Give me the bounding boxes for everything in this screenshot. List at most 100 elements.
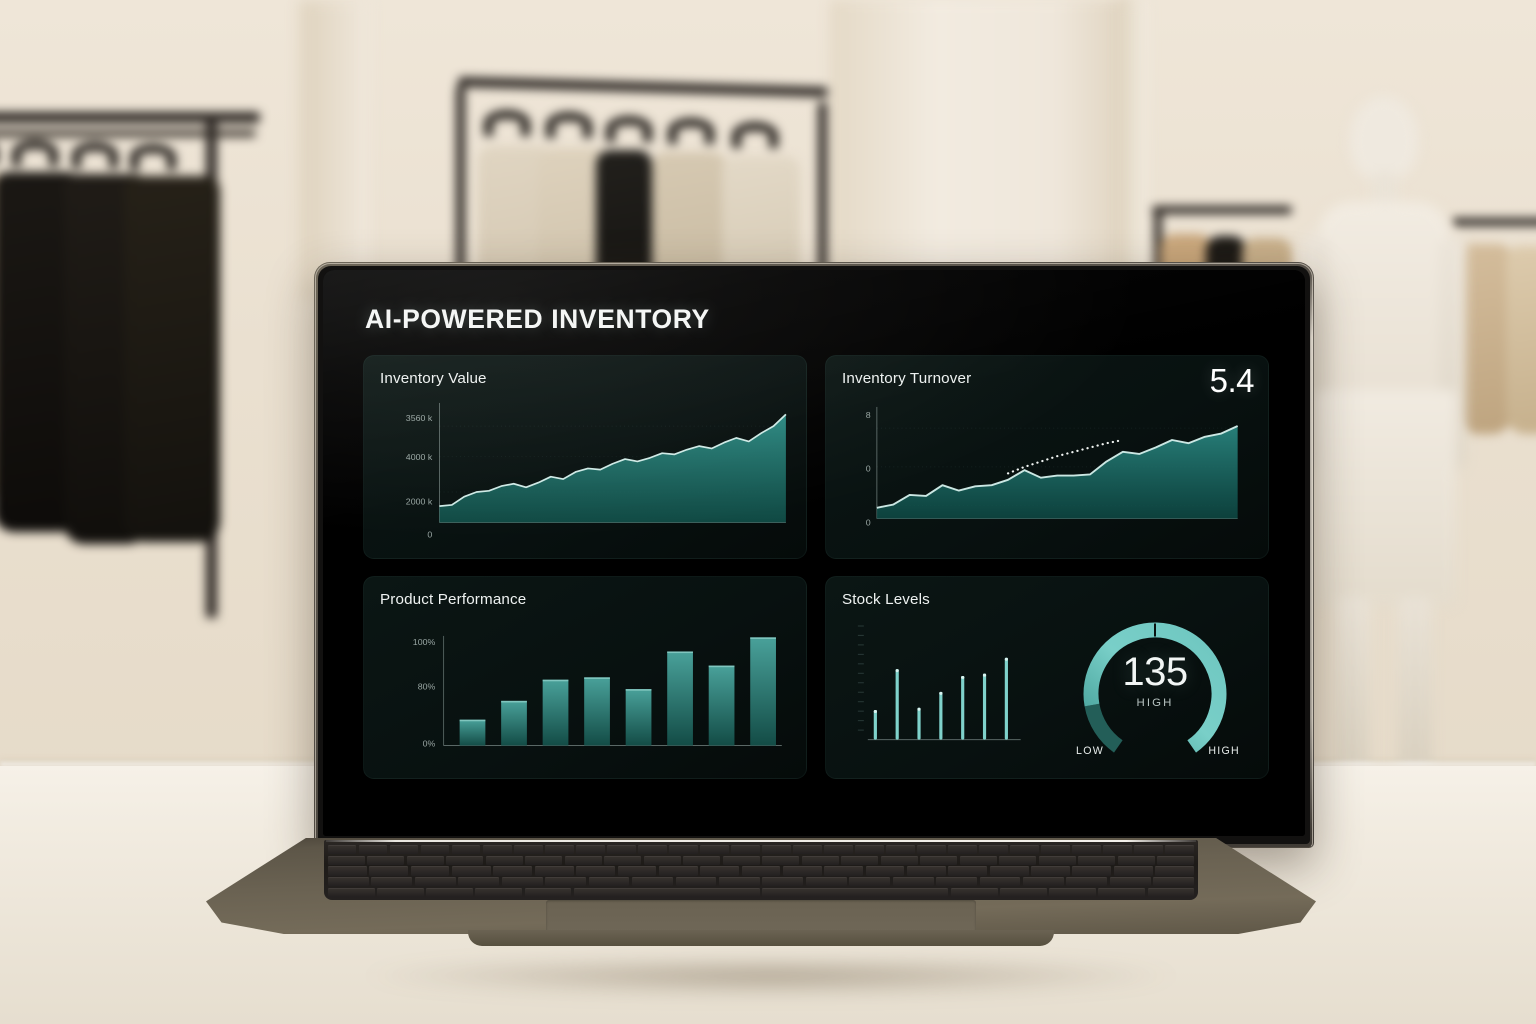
keyboard-key[interactable] (731, 845, 760, 855)
keyboard-row[interactable] (328, 855, 1195, 866)
keyboard-key[interactable] (880, 855, 918, 866)
keyboard-key[interactable] (948, 866, 988, 876)
keyboard-key[interactable] (907, 866, 946, 876)
keyboard-key[interactable] (805, 876, 847, 887)
keyboard-key[interactable] (328, 887, 375, 897)
keyboard-key[interactable] (534, 866, 574, 876)
keyboard-key[interactable] (1000, 887, 1047, 897)
keyboard-key[interactable] (793, 845, 822, 855)
keyboard-key[interactable] (700, 866, 739, 876)
keyboard-row[interactable] (328, 887, 1195, 897)
keyboard-key[interactable] (999, 855, 1037, 866)
keyboard-key[interactable] (564, 855, 602, 866)
keyboard-key[interactable] (683, 855, 721, 866)
keyboard-keys[interactable] (328, 844, 1195, 898)
keyboard-key[interactable] (607, 845, 636, 855)
keyboard-key[interactable] (328, 845, 357, 855)
keyboard-key[interactable] (700, 845, 729, 855)
keyboard-key[interactable] (638, 845, 667, 855)
keyboard-key[interactable] (1066, 876, 1108, 887)
keyboard-key[interactable] (458, 876, 500, 887)
keyboard-key[interactable] (1103, 845, 1132, 855)
keyboard-key[interactable] (475, 887, 522, 897)
keyboard-key[interactable] (545, 845, 574, 855)
keyboard-key[interactable] (421, 845, 450, 855)
keyboard-key[interactable] (446, 855, 484, 866)
keyboard-key[interactable] (1157, 855, 1195, 866)
keyboard-key[interactable] (801, 855, 839, 866)
keyboard-key[interactable] (1078, 855, 1116, 866)
keyboard-row[interactable] (328, 845, 1194, 855)
keyboard-key[interactable] (359, 845, 388, 855)
keyboard-key[interactable] (545, 876, 587, 887)
keyboard-key[interactable] (485, 855, 523, 866)
keyboard-key[interactable] (841, 855, 879, 866)
keyboard-key[interactable] (1031, 866, 1070, 876)
keyboard-key[interactable] (573, 887, 760, 897)
keyboard-key[interactable] (865, 866, 905, 876)
keyboard-key[interactable] (718, 876, 760, 887)
keyboard-key[interactable] (414, 876, 456, 887)
keyboard-key[interactable] (1147, 887, 1195, 897)
keyboard-key[interactable] (452, 845, 481, 855)
keyboard-key[interactable] (920, 855, 958, 866)
keyboard-key[interactable] (1153, 876, 1195, 887)
keyboard-key[interactable] (675, 876, 717, 887)
keyboard-key[interactable] (632, 876, 673, 887)
keyboard-key[interactable] (762, 887, 949, 897)
card-inventory-turnover[interactable]: Inventory Turnover 5.4 8 0 0 (825, 355, 1269, 559)
keyboard-row[interactable] (328, 876, 1195, 887)
keyboard-key[interactable] (989, 866, 1029, 876)
keyboard-key[interactable] (604, 855, 642, 866)
keyboard-key[interactable] (1010, 845, 1039, 855)
trackpad[interactable] (546, 900, 976, 932)
keyboard-row[interactable] (328, 866, 1194, 876)
keyboard-key[interactable] (328, 855, 365, 866)
keyboard-key[interactable] (1134, 845, 1163, 855)
keyboard-key[interactable] (588, 876, 630, 887)
keyboard-key[interactable] (1109, 876, 1151, 887)
keyboard-key[interactable] (762, 855, 800, 866)
keyboard-key[interactable] (951, 887, 998, 897)
keyboard-key[interactable] (741, 866, 781, 876)
keyboard-key[interactable] (1155, 866, 1194, 876)
keyboard-key[interactable] (390, 845, 419, 855)
keyboard-key[interactable] (782, 866, 822, 876)
keyboard-key[interactable] (762, 876, 804, 887)
card-product-performance[interactable]: Product Performance 100% 80% 0% (363, 575, 807, 779)
keyboard-key[interactable] (576, 866, 615, 876)
keyboard-key[interactable] (369, 866, 409, 876)
keyboard-key[interactable] (855, 845, 884, 855)
keyboard-key[interactable] (426, 887, 473, 897)
keyboard-key[interactable] (658, 866, 698, 876)
keyboard-key[interactable] (959, 855, 997, 866)
gauge-stock-levels[interactable]: 135 HIGH LOW HIGH (1064, 608, 1246, 779)
keyboard-key[interactable] (892, 876, 934, 887)
keyboard-key[interactable] (669, 845, 698, 855)
keyboard-key[interactable] (1023, 876, 1064, 887)
keyboard-key[interactable] (722, 855, 760, 866)
keyboard-key[interactable] (1041, 845, 1070, 855)
keyboard-key[interactable] (824, 866, 864, 876)
keyboard-key[interactable] (886, 845, 915, 855)
keyboard-key[interactable] (1072, 866, 1112, 876)
card-inventory-value[interactable]: Inventory Value 3560 k 4000 k 2000 k 0 (363, 355, 807, 559)
keyboard-key[interactable] (410, 866, 450, 876)
keyboard-key[interactable] (501, 876, 543, 887)
keyboard-key[interactable] (328, 866, 367, 876)
keyboard-key[interactable] (824, 845, 853, 855)
keyboard-key[interactable] (493, 866, 533, 876)
keyboard-key[interactable] (643, 855, 681, 866)
keyboard-key[interactable] (1072, 845, 1101, 855)
keyboard-key[interactable] (948, 845, 977, 855)
keyboard-key[interactable] (328, 876, 369, 887)
keyboard-key[interactable] (1117, 855, 1155, 866)
keyboard-key[interactable] (483, 845, 512, 855)
keyboard-key[interactable] (524, 887, 572, 897)
keyboard-key[interactable] (1049, 887, 1096, 897)
keyboard-key[interactable] (979, 845, 1008, 855)
keyboard-key[interactable] (406, 855, 444, 866)
keyboard-key[interactable] (1038, 855, 1076, 866)
keyboard-key[interactable] (377, 887, 424, 897)
keyboard-key[interactable] (762, 845, 791, 855)
